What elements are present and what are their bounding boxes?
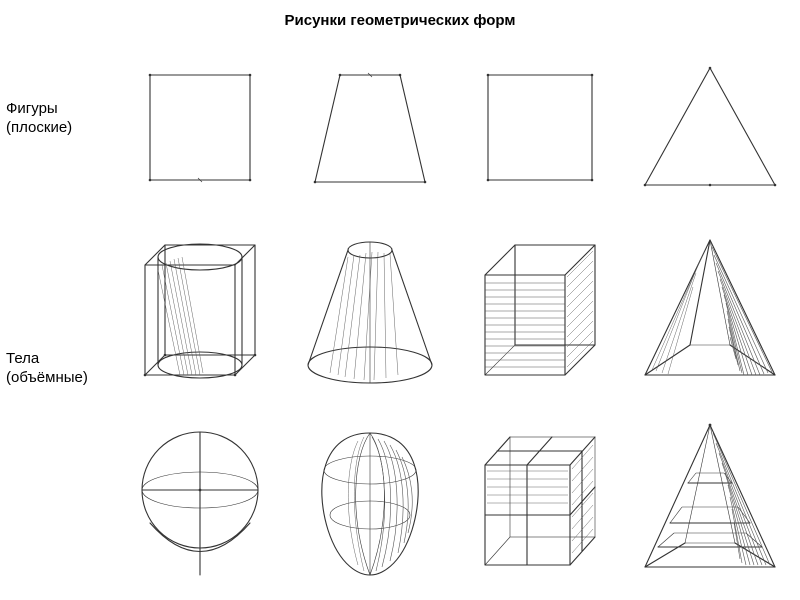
row-label-solid: Тела(объёмные) (6, 350, 88, 388)
shape-trapezoid (290, 50, 450, 220)
shape-pyramid-stacked (630, 415, 790, 585)
shape-square-1 (120, 50, 280, 220)
shape-cylinder-in-box (120, 225, 280, 395)
shape-triangle (630, 50, 790, 220)
shape-cone-shaded (290, 225, 450, 395)
shape-cube-subdivided (460, 415, 620, 585)
row-label-flat: Фигуры(плоские) (6, 100, 72, 138)
shape-cube-shaded (460, 225, 620, 395)
shape-ovoid-shaded (290, 415, 450, 585)
shape-circle-ellipse (120, 415, 280, 585)
shape-grid (120, 50, 790, 590)
shape-pyramid-shaded (630, 225, 790, 395)
shape-square-2 (460, 50, 620, 220)
page-title: Рисунки геометрических форм (0, 12, 800, 29)
